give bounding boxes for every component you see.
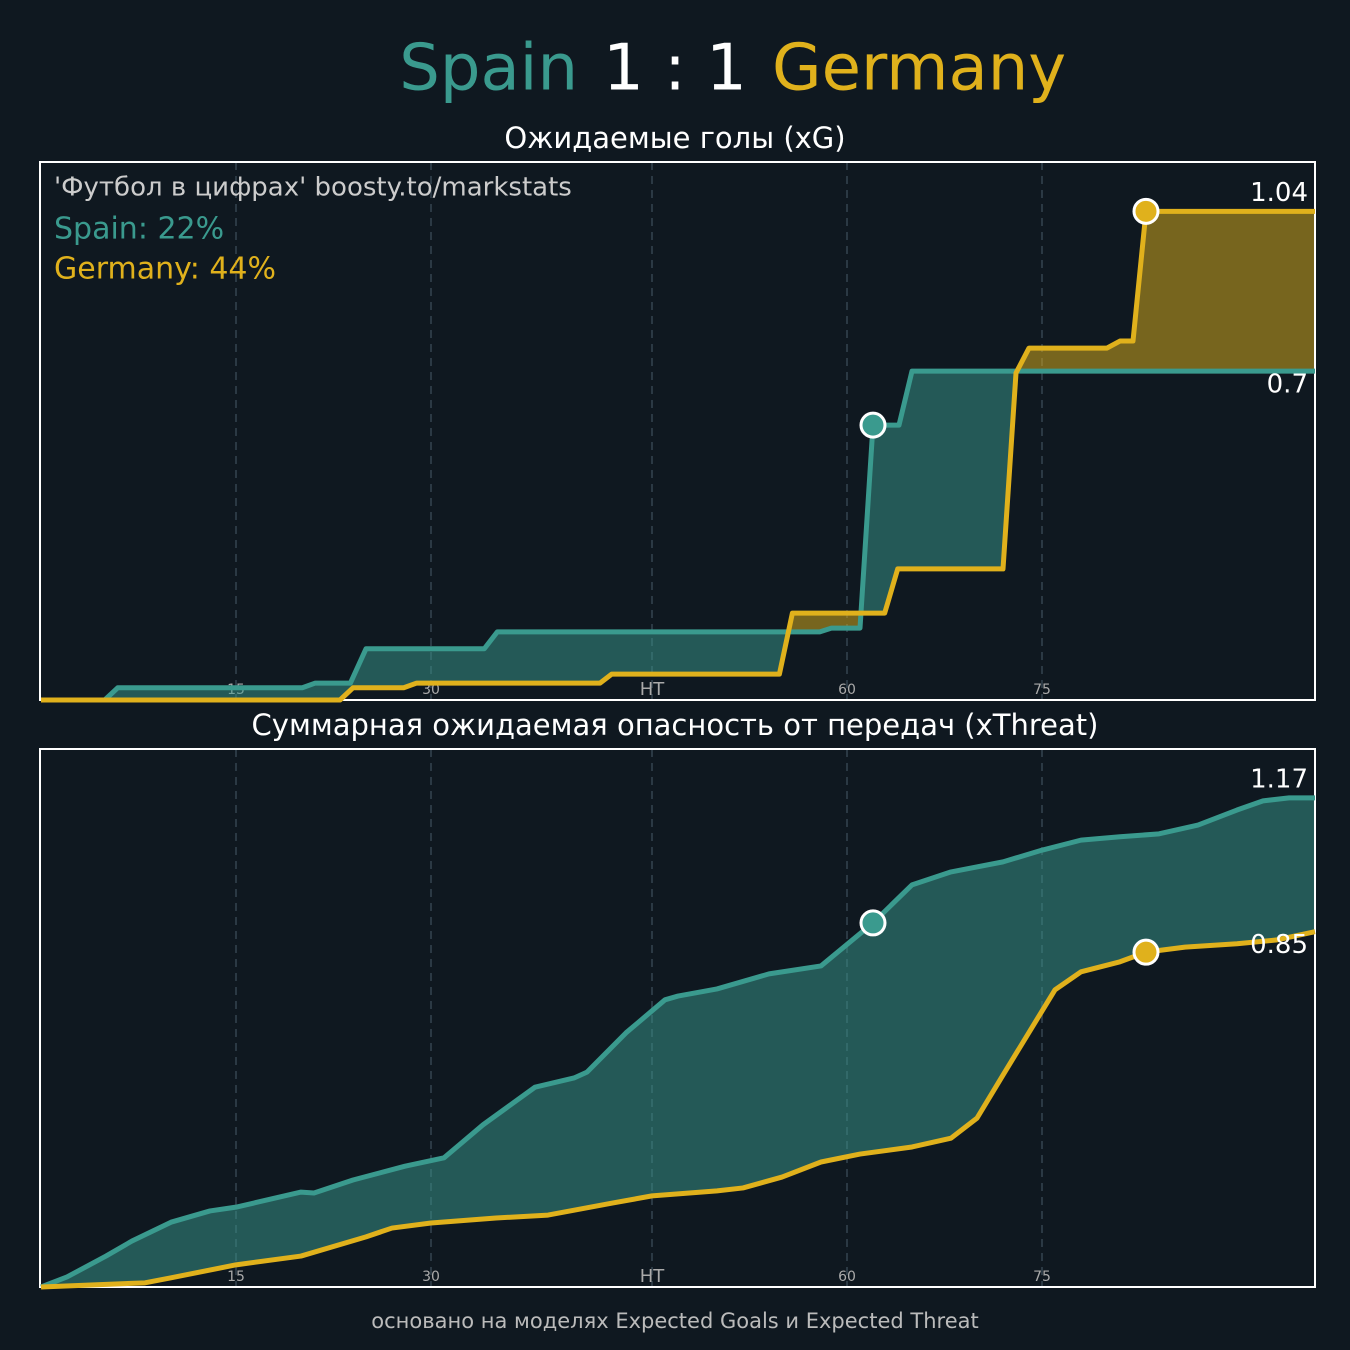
end-label: 1.04 <box>1250 178 1308 208</box>
series-line <box>40 929 1316 1290</box>
x-tick-label: HT <box>640 679 666 700</box>
x-tick-label: 60 <box>838 682 856 698</box>
x-tick-label: 30 <box>422 682 440 698</box>
series-line <box>40 795 1315 1290</box>
annotation: Germany: 44% <box>54 252 276 287</box>
goal-marker <box>859 909 887 937</box>
home-team: Spain <box>399 32 578 106</box>
x-tick-label: 30 <box>422 1269 440 1285</box>
x-tick-label: 75 <box>1033 1269 1051 1285</box>
x-tick-label: HT <box>640 1266 666 1287</box>
score: 1 : 1 <box>603 32 747 106</box>
goal-marker <box>1132 938 1160 966</box>
annotation: Spain: 22% <box>54 212 224 247</box>
end-label: 0.85 <box>1250 930 1308 960</box>
series-line <box>41 208 1315 703</box>
end-label: 1.17 <box>1250 764 1308 794</box>
x-tick-label: 15 <box>227 1269 245 1285</box>
panel-frame <box>39 161 1316 701</box>
x-tick-label: 60 <box>838 1269 856 1285</box>
footer: основано на моделях Expected Goals и Exp… <box>371 1309 978 1333</box>
goal-marker <box>1132 197 1160 225</box>
annotation: 'Футбол в цифрах' boosty.to/markstats <box>54 173 572 203</box>
away-team: Germany <box>772 32 1066 106</box>
panel-frame <box>39 748 1316 1288</box>
chart-title: Ожидаемые голы (xG) <box>504 121 845 155</box>
chart-title: Суммарная ожидаемая опасность от передач… <box>252 708 1099 742</box>
end-label: 0.7 <box>1267 370 1308 400</box>
x-tick-label: 75 <box>1033 682 1051 698</box>
goal-marker <box>859 411 887 439</box>
